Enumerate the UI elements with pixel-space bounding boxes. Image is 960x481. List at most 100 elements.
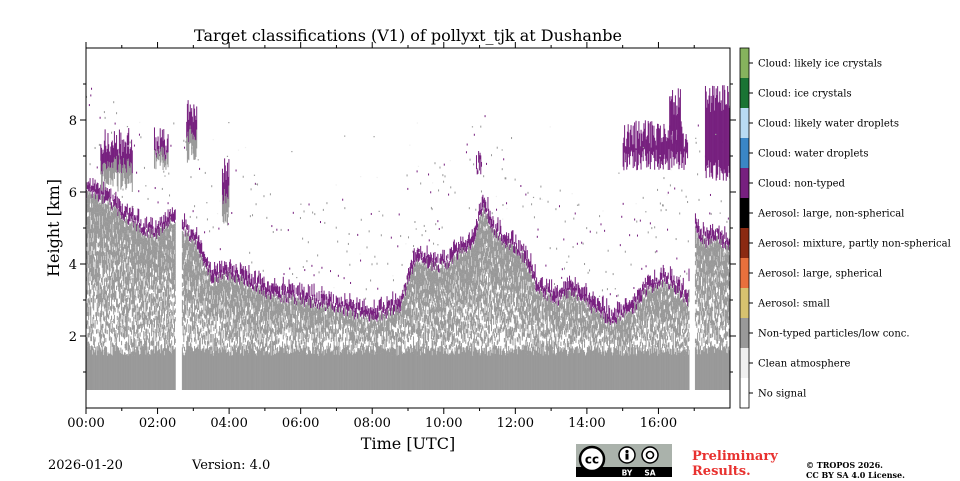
aerosol-speckle xyxy=(261,331,262,335)
aerosol-speckle xyxy=(236,292,237,296)
aerosol-speckle xyxy=(125,260,126,264)
aerosol-speckle xyxy=(301,340,302,344)
aerosol-speckle xyxy=(141,268,142,272)
aerosol-speckle xyxy=(175,287,176,291)
aerosol-speckle xyxy=(186,324,187,328)
aerosol-speckle xyxy=(116,286,117,290)
aerosol-speckle xyxy=(132,269,133,273)
aerosol-speckle xyxy=(224,276,225,280)
aerosol-speckle xyxy=(261,336,262,340)
aerosol-speckle xyxy=(104,334,105,338)
cloud-top-cell xyxy=(217,264,218,275)
cloud-top-cell xyxy=(285,286,286,292)
aerosol-speckle xyxy=(149,341,150,345)
cloud-top-cell xyxy=(196,227,197,239)
aerosol-speckle xyxy=(87,273,88,277)
aerosol-speckle xyxy=(164,312,165,316)
aerosol-speckle xyxy=(291,349,292,353)
aerosol-speckle xyxy=(183,333,184,337)
aerosol-speckle xyxy=(135,332,136,336)
aerosol-speckle xyxy=(290,335,291,339)
cloud-top-cell xyxy=(188,225,189,232)
aerosol-speckle xyxy=(128,312,129,316)
sparse-signal xyxy=(90,94,91,96)
aerosol-speckle xyxy=(117,308,118,312)
aerosol-speckle xyxy=(222,326,223,330)
aerosol-speckle xyxy=(96,256,97,260)
aerosol-speckle xyxy=(198,275,199,279)
sparse-signal xyxy=(304,269,305,271)
aerosol-speckle xyxy=(155,281,156,285)
aerosol-speckle xyxy=(128,265,129,269)
aerosol-speckle xyxy=(192,288,193,292)
aerosol-speckle xyxy=(205,322,206,326)
aerosol-speckle xyxy=(274,319,275,323)
aerosol-speckle xyxy=(228,312,229,316)
aerosol-speckle xyxy=(111,337,112,341)
aerosol-speckle xyxy=(90,273,91,277)
aerosol-speckle xyxy=(246,319,247,323)
aerosol-speckle xyxy=(101,308,102,312)
aerosol-speckle xyxy=(116,325,117,329)
aerosol-speckle xyxy=(126,302,127,306)
aerosol-speckle xyxy=(145,264,146,268)
aerosol-speckle xyxy=(198,319,199,323)
aerosol-speckle xyxy=(185,259,186,263)
aerosol-speckle xyxy=(183,238,184,242)
aerosol-speckle xyxy=(159,315,160,319)
aerosol-speckle xyxy=(202,323,203,327)
aerosol-speckle xyxy=(198,336,199,340)
aerosol-speckle xyxy=(88,307,89,311)
aerosol-speckle xyxy=(122,242,123,246)
aerosol-speckle xyxy=(216,299,217,303)
aerosol-speckle xyxy=(175,244,176,248)
aerosol-speckle xyxy=(185,311,186,315)
aerosol-speckle xyxy=(90,298,91,302)
aerosol-speckle xyxy=(240,341,241,345)
sparse-signal xyxy=(213,226,214,228)
aerosol-speckle xyxy=(112,230,113,234)
aerosol-speckle xyxy=(120,274,121,278)
aerosol-speckle xyxy=(286,346,287,350)
sparse-signal xyxy=(194,205,195,207)
aerosol-speckle xyxy=(223,304,224,308)
aerosol-speckle xyxy=(109,293,110,297)
cloud-top-cell xyxy=(264,283,265,287)
aerosol-speckle xyxy=(263,341,264,345)
aerosol-speckle xyxy=(205,335,206,339)
aerosol-speckle xyxy=(204,322,205,326)
aerosol-speckle xyxy=(208,335,209,339)
aerosol-speckle xyxy=(263,334,264,338)
aerosol-speckle xyxy=(111,316,112,320)
aerosol-speckle xyxy=(266,317,267,321)
aerosol-speckle xyxy=(155,303,156,307)
aerosol-speckle xyxy=(150,242,151,246)
aerosol-speckle xyxy=(128,283,129,287)
aerosol-speckle xyxy=(135,231,136,235)
aerosol-speckle xyxy=(128,248,129,252)
aerosol-speckle xyxy=(112,325,113,329)
sparse-signal xyxy=(148,198,149,200)
aerosol-speckle xyxy=(170,309,171,313)
aerosol-speckle xyxy=(233,336,234,340)
aerosol-speckle xyxy=(202,301,203,305)
aerosol-speckle xyxy=(266,343,267,347)
cloud-top-cell xyxy=(110,188,111,198)
aerosol-speckle xyxy=(148,299,149,303)
aerosol-speckle xyxy=(144,321,145,325)
aerosol-speckle xyxy=(170,254,171,258)
aerosol-speckle xyxy=(107,274,108,278)
aerosol-speckle xyxy=(171,340,172,344)
aerosol-speckle xyxy=(221,313,222,317)
aerosol-speckle xyxy=(248,340,249,344)
sparse-signal xyxy=(250,215,251,217)
aerosol-speckle xyxy=(271,334,272,338)
aerosol-speckle xyxy=(130,301,131,305)
aerosol-speckle xyxy=(116,234,117,238)
aerosol-speckle xyxy=(149,276,150,280)
aerosol-speckle xyxy=(105,295,106,299)
aerosol-speckle xyxy=(262,333,263,337)
aerosol-speckle xyxy=(156,333,157,337)
aerosol-speckle xyxy=(195,322,196,326)
aerosol-speckle xyxy=(170,344,171,348)
